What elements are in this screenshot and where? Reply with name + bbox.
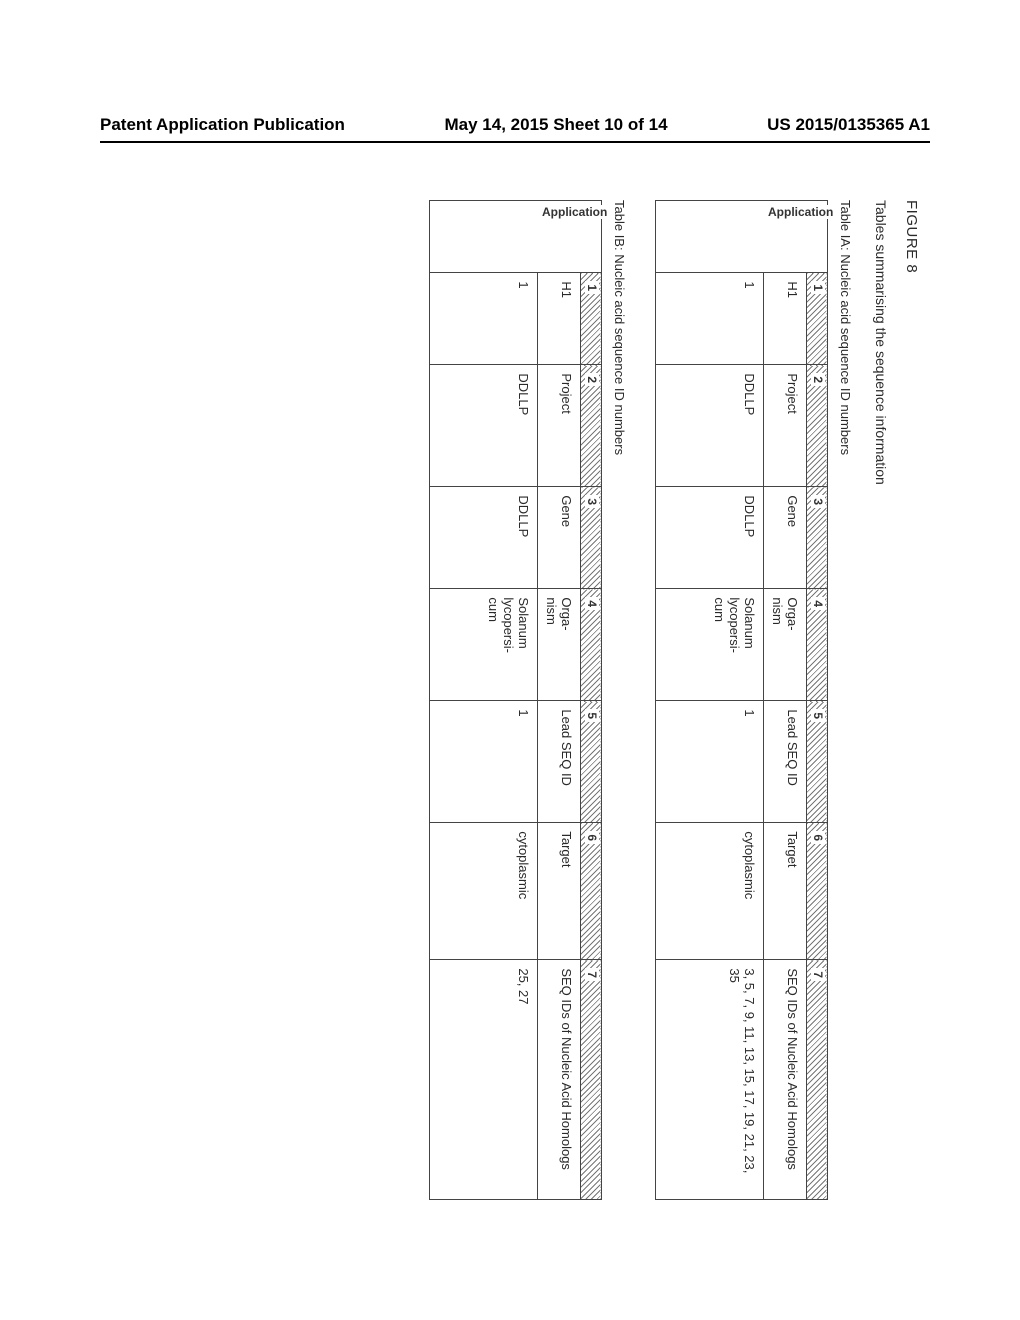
table-b-side-label: Application — [539, 205, 610, 219]
td: DDLLP — [430, 487, 538, 589]
num: 1 — [585, 281, 599, 294]
table-a-numrow: Application 1 2 3 4 5 6 7 — [807, 201, 828, 1200]
num: 1 — [811, 281, 825, 294]
numcell: 4 — [807, 589, 828, 701]
td: cytoplasmic — [430, 823, 538, 960]
th: Lead SEQ ID — [764, 701, 807, 823]
table-b-sidecell: Application — [430, 201, 602, 273]
table-a-head: H1 Project Gene Orga- nism Lead SEQ ID T… — [764, 201, 807, 1200]
numcell: 7 — [581, 960, 602, 1200]
numcell: 7 — [807, 960, 828, 1200]
td: 1 — [656, 273, 764, 365]
table-b-caption: Table IB: Nucleic acid sequence ID numbe… — [612, 200, 627, 1200]
th: Project — [538, 365, 581, 487]
th: Lead SEQ ID — [538, 701, 581, 823]
numcell: 1 — [807, 273, 828, 365]
th: Target — [764, 823, 807, 960]
table-a-caption: Table IA: Nucleic acid sequence ID numbe… — [838, 200, 853, 1200]
th: Orga- nism — [764, 589, 807, 701]
table-b: Application 1 2 3 4 5 6 7 H1 Project Gen… — [429, 200, 602, 1200]
numcell: 5 — [807, 701, 828, 823]
td: cytoplasmic — [656, 823, 764, 960]
td: 1 — [430, 701, 538, 823]
table-b-head: H1 Project Gene Orga- nism Lead SEQ ID T… — [538, 201, 581, 1200]
figure-title: FIGURE 8 — [903, 200, 920, 1200]
numcell: 1 — [581, 273, 602, 365]
table-a-row: 1 DDLLP DDLLP Solanum lycopersi- cum 1 c… — [656, 201, 764, 1200]
table-b-row: 1 DDLLP DDLLP Solanum lycopersi- cum 1 c… — [430, 201, 538, 1200]
th: Project — [764, 365, 807, 487]
th: SEQ IDs of Nucleic Acid Homologs — [764, 960, 807, 1200]
table-b-numrow: Application 1 2 3 4 5 6 7 — [581, 201, 602, 1200]
header-right: US 2015/0135365 A1 — [767, 115, 930, 135]
table-a-sidecell: Application — [656, 201, 828, 273]
td: 25, 27 — [430, 960, 538, 1200]
td: 1 — [656, 701, 764, 823]
th: SEQ IDs of Nucleic Acid Homologs — [538, 960, 581, 1200]
num: 2 — [585, 373, 599, 386]
figure-content: FIGURE 8 Tables summarising the sequence… — [100, 200, 920, 1200]
th: Gene — [538, 487, 581, 589]
rotated-slot: FIGURE 8 Tables summarising the sequence… — [100, 200, 920, 1200]
th: H1 — [538, 273, 581, 365]
num: 2 — [811, 373, 825, 386]
num: 3 — [811, 495, 825, 508]
td: DDLLP — [430, 365, 538, 487]
header-row: Patent Application Publication May 14, 2… — [100, 115, 930, 135]
num: 4 — [585, 597, 599, 610]
num: 6 — [585, 831, 599, 844]
th: Target — [538, 823, 581, 960]
num: 7 — [811, 968, 825, 981]
table-a: Application 1 2 3 4 5 6 7 H1 Project Gen… — [655, 200, 828, 1200]
header-center: May 14, 2015 Sheet 10 of 14 — [445, 115, 668, 135]
num: 3 — [585, 495, 599, 508]
th: H1 — [764, 273, 807, 365]
num: 6 — [811, 831, 825, 844]
num: 5 — [585, 709, 599, 722]
numcell: 6 — [807, 823, 828, 960]
num: 7 — [585, 968, 599, 981]
num: 5 — [811, 709, 825, 722]
td: 1 — [430, 273, 538, 365]
td: DDLLP — [656, 487, 764, 589]
figure-subtitle: Tables summarising the sequence informat… — [873, 200, 889, 1200]
td: Solanum lycopersi- cum — [656, 589, 764, 701]
numcell: 6 — [581, 823, 602, 960]
th: Orga- nism — [538, 589, 581, 701]
numcell: 2 — [581, 365, 602, 487]
numcell: 4 — [581, 589, 602, 701]
numcell: 2 — [807, 365, 828, 487]
num: 4 — [811, 597, 825, 610]
td: Solanum lycopersi- cum — [430, 589, 538, 701]
numcell: 3 — [581, 487, 602, 589]
numcell: 3 — [807, 487, 828, 589]
page: Patent Application Publication May 14, 2… — [0, 0, 1020, 1320]
numcell: 5 — [581, 701, 602, 823]
td: DDLLP — [656, 365, 764, 487]
page-header: Patent Application Publication May 14, 2… — [100, 115, 930, 143]
th: Gene — [764, 487, 807, 589]
header-left: Patent Application Publication — [100, 115, 345, 135]
td: 3, 5, 7, 9, 11, 13, 15, 17, 19, 21, 23, … — [656, 960, 764, 1200]
table-a-side-label: Application — [765, 205, 836, 219]
